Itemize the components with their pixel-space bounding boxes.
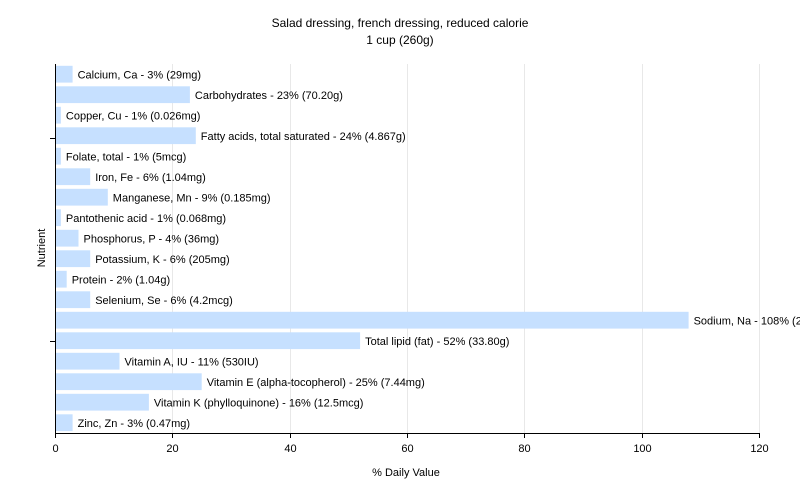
x-tick-label: 80 <box>518 443 530 455</box>
bar-label: Total lipid (fat) - 52% (33.80g) <box>365 336 509 348</box>
bar-label: Vitamin E (alpha-tocopherol) - 25% (7.44… <box>207 377 425 389</box>
bar <box>56 352 120 370</box>
bar <box>56 250 91 268</box>
bar-label: Phosphorus, P - 4% (36mg) <box>84 233 220 245</box>
bar-label: Iron, Fe - 6% (1.04mg) <box>95 172 206 184</box>
bar-label: Zinc, Zn - 3% (0.47mg) <box>78 418 190 430</box>
bars <box>56 65 689 432</box>
bar <box>56 311 689 329</box>
bar-label: Sodium, Na - 108% (2600mg) <box>694 315 800 327</box>
x-tick-label: 100 <box>633 443 651 455</box>
bar-label: Selenium, Se - 6% (4.2mcg) <box>95 295 233 307</box>
bar <box>56 106 61 124</box>
x-tick-label: 60 <box>401 443 413 455</box>
bar-label: Calcium, Ca - 3% (29mg) <box>78 69 201 81</box>
bar <box>56 393 149 411</box>
x-tick-label: 20 <box>166 443 178 455</box>
bar <box>56 127 196 145</box>
bar <box>56 147 61 165</box>
x-tick-label: 0 <box>52 443 58 455</box>
chart-subtitle: 1 cup (260g) <box>366 33 434 47</box>
x-tick-label: 120 <box>750 443 768 455</box>
x-tick-label: 40 <box>284 443 296 455</box>
bar-label: Pantothenic acid - 1% (0.068mg) <box>66 213 226 225</box>
data-labels: Calcium, Ca - 3% (29mg) Carbohydrates - 2… <box>66 69 800 430</box>
bar-label: Copper, Cu - 1% (0.026mg) <box>66 110 201 122</box>
bar-label: Vitamin A, IU - 11% (530IU) <box>125 356 259 368</box>
bar <box>56 373 202 391</box>
bar <box>56 291 91 309</box>
x-axis-label: % Daily Value <box>372 467 440 479</box>
bar-label: Vitamin K (phylloquinone) - 16% (12.5mcg… <box>154 397 364 409</box>
bar <box>56 414 73 432</box>
bar <box>56 188 108 206</box>
bar-label: Fatty acids, total saturated - 24% (4.86… <box>201 131 406 143</box>
bar <box>56 229 79 247</box>
bar <box>56 168 91 186</box>
x-axis-ticks: 0 20 40 60 80 100 120 <box>50 138 769 455</box>
bar <box>56 270 67 288</box>
gridlines <box>172 64 760 433</box>
bar-label: Manganese, Mn - 9% (0.185mg) <box>113 192 271 204</box>
y-axis-label: Nutrient <box>36 229 48 268</box>
bar-label: Folate, total - 1% (5mcg) <box>66 151 186 163</box>
bar-label: Potassium, K - 6% (205mg) <box>95 254 230 266</box>
bar-label: Carbohydrates - 23% (70.20g) <box>195 90 343 102</box>
bar <box>56 65 73 83</box>
bar <box>56 86 190 104</box>
bar <box>56 332 361 350</box>
bar <box>56 209 61 227</box>
bar-label: Protein - 2% (1.04g) <box>72 274 170 286</box>
chart-title: Salad dressing, french dressing, reduced… <box>271 16 529 30</box>
